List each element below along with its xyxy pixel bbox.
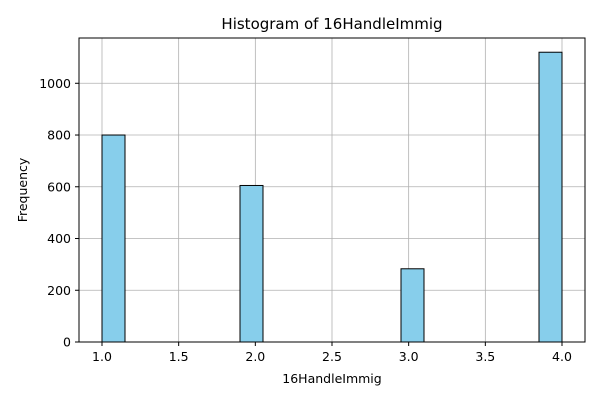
y-tick-label: 600 [47,179,71,194]
x-tick-label: 1.5 [169,349,189,364]
x-tick-label: 2.5 [322,349,342,364]
y-tick-label: 200 [47,283,71,298]
y-tick-label: 1000 [39,76,71,91]
x-tick-label: 3.5 [475,349,495,364]
x-tick-label: 1.0 [92,349,112,364]
histogram-bars [101,51,563,343]
y-tick-label: 400 [47,231,71,246]
y-tick-label: 0 [63,335,71,350]
grid-lines [79,38,585,343]
x-tick-label: 2.0 [245,349,265,364]
histogram-bar [400,268,425,343]
x-axis-ticks: 1.0 1.5 2.0 2.5 3.0 3.5 4.0 [92,342,572,364]
y-tick-label: 800 [47,128,71,143]
histogram-bar [239,184,264,343]
histogram-bar [538,51,563,343]
y-axis-ticks: 0 200 400 600 800 1000 [39,76,79,350]
x-tick-label: 4.0 [552,349,572,364]
histogram-bar [101,134,126,343]
x-axis-label: 16HandleImmig [282,371,381,386]
x-tick-label: 3.0 [399,349,419,364]
y-axis-label: Frequency [15,157,30,222]
chart-title: Histogram of 16HandleImmig [221,15,442,33]
